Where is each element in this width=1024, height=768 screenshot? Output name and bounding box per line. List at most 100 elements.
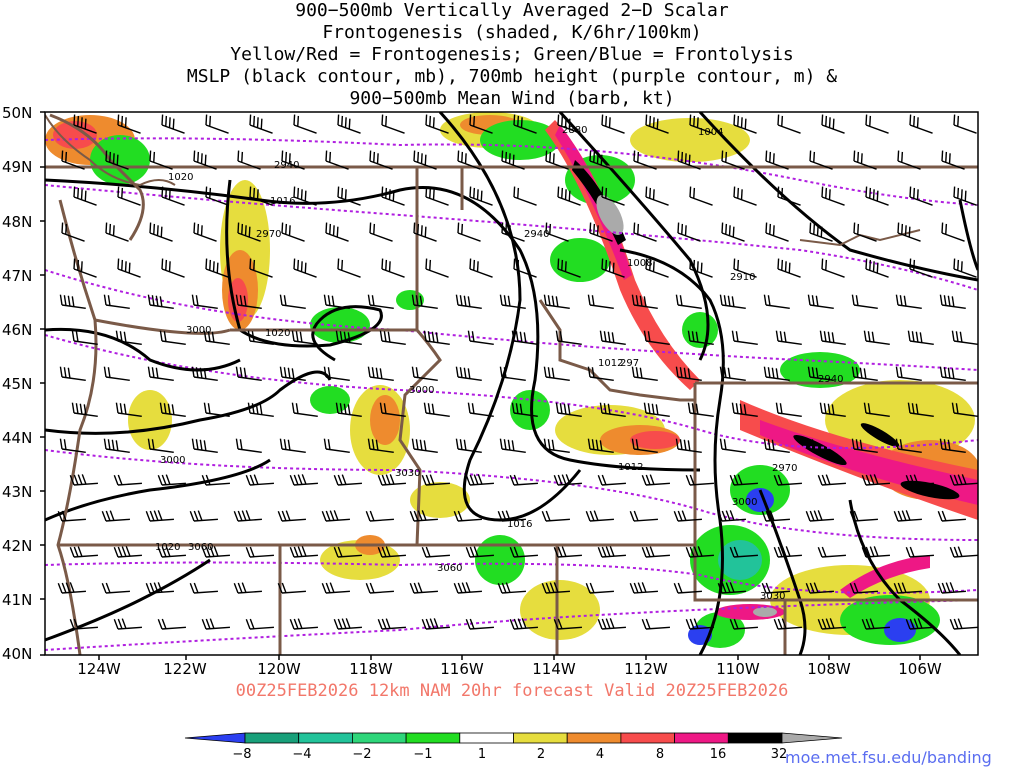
wind-barb [863, 402, 890, 418]
wind-barb [895, 366, 922, 382]
wind-barb [161, 114, 185, 134]
wind-barb [541, 582, 570, 594]
wind-barb [379, 330, 406, 346]
title-line-3: Yellow/Red = Frontogenesis; Green/Blue =… [230, 44, 794, 65]
contour-labels: 1020 1016 2940 2970 3000 1020 3000 3000 … [155, 125, 843, 602]
wind-barb [421, 546, 450, 558]
wind-barb [201, 474, 230, 486]
svg-text:3000: 3000 [186, 325, 211, 336]
wind-barb [423, 330, 450, 346]
wind-barb [71, 402, 98, 418]
svg-text:1012: 1012 [618, 462, 643, 473]
lat-label-44n: 44N [2, 429, 33, 447]
wind-barb [897, 150, 921, 170]
wind-barb [469, 114, 493, 134]
wind-barb [423, 402, 450, 418]
wind-barb [777, 114, 801, 134]
wind-barb [675, 438, 702, 454]
lat-label-43n: 43N [2, 483, 33, 501]
wind-barb [421, 474, 450, 486]
wind-barb [145, 582, 174, 594]
source-url[interactable]: moe.met.fsu.edu/banding [785, 748, 992, 767]
wind-barb [807, 294, 834, 310]
wind-barb [189, 582, 218, 594]
title-line-4: MSLP (black contour, mb), 700mb height (… [186, 66, 838, 87]
wind-barb [597, 618, 626, 630]
wind-barb [941, 150, 965, 170]
wind-barb [149, 222, 173, 242]
wind-barb [907, 330, 934, 346]
wind-barb [409, 582, 438, 594]
wind-barb [321, 582, 350, 594]
frontogenesis-shading [45, 112, 978, 648]
wind-barb [101, 510, 130, 522]
wind-barb [687, 330, 714, 346]
wind-barb [761, 510, 790, 522]
colorbar-segment [513, 732, 568, 744]
wind-barb [717, 582, 746, 594]
wind-barb [293, 114, 317, 134]
svg-text:2940: 2940 [274, 160, 299, 171]
svg-text:3000: 3000 [409, 385, 434, 396]
wind-barb [807, 366, 834, 382]
wind-barb [719, 438, 746, 454]
colorbar-label-m4: −4 [292, 747, 312, 762]
wind-barb [117, 114, 141, 134]
wind-barb [377, 474, 406, 486]
wind-barb [587, 438, 614, 454]
wind-barb [687, 402, 714, 418]
wind-barb [369, 150, 393, 170]
svg-text:1008: 1008 [627, 258, 652, 269]
wind-barb [631, 366, 658, 382]
wind-barb [501, 150, 525, 170]
wind-barb [337, 186, 361, 206]
wind-barb [809, 222, 833, 242]
wind-barb [147, 438, 174, 454]
svg-text:2910: 2910 [730, 272, 755, 283]
wind-barb [553, 546, 582, 558]
colorbar-segment [620, 732, 676, 744]
wind-barb [425, 114, 449, 134]
wind-barb [61, 150, 85, 170]
lat-label-48n: 48N [2, 213, 33, 231]
wind-barb [719, 366, 746, 382]
svg-text:2940: 2940 [818, 374, 843, 385]
lat-label-42n: 42N [2, 537, 33, 555]
wind-barb [689, 114, 713, 134]
wind-barb [333, 474, 362, 486]
wind-barb [805, 582, 834, 594]
wind-barb [193, 150, 217, 170]
wind-barb [145, 510, 174, 522]
wind-barb [733, 258, 757, 278]
wind-barb [631, 294, 658, 310]
wind-barb [291, 330, 318, 346]
wind-barb [601, 114, 625, 134]
wind-barb [587, 366, 614, 382]
wind-barb [643, 330, 670, 346]
colorbar-segment [566, 732, 622, 744]
wind-barb [907, 402, 934, 418]
wind-barb [557, 258, 581, 278]
wind-barb [103, 294, 130, 310]
wind-barb [147, 366, 174, 382]
wind-barb [113, 474, 142, 486]
wind-barb [499, 366, 526, 382]
wind-barb [501, 222, 525, 242]
wind-barb [337, 114, 361, 134]
wind-barb [953, 114, 977, 134]
wind-barb [729, 618, 758, 630]
wind-barb [645, 186, 669, 206]
wind-barb [369, 222, 393, 242]
wind-barb [203, 402, 230, 418]
wind-barbs [57, 114, 978, 630]
svg-text:1016: 1016 [507, 519, 532, 530]
wind-barb [937, 510, 966, 522]
wind-barb [863, 330, 890, 346]
wind-barb [455, 366, 482, 382]
wind-barb [157, 474, 186, 486]
lat-label-45n: 45N [2, 375, 33, 393]
wind-barb [861, 618, 890, 630]
wind-barb [893, 510, 922, 522]
wind-barb [509, 618, 538, 630]
wind-barb [103, 438, 130, 454]
